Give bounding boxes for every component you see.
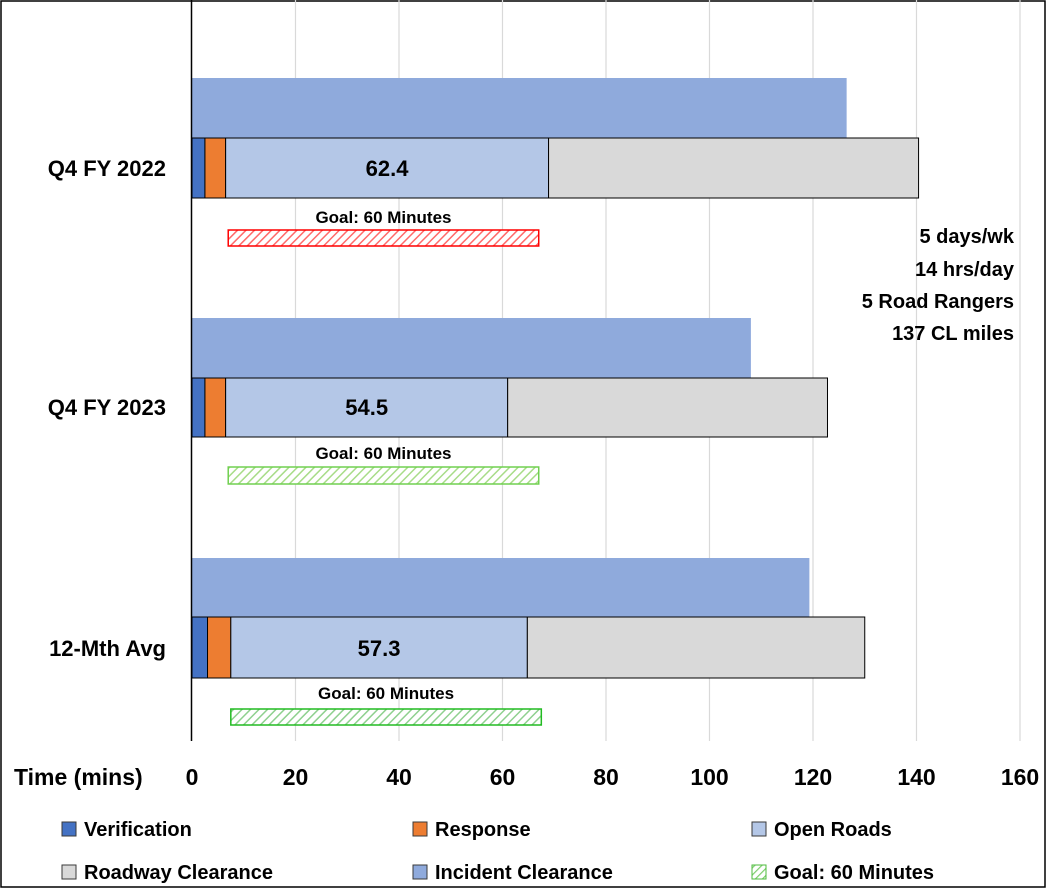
legend-item-response: Response (412, 819, 531, 841)
data-label-open-roads: 57.3 (358, 636, 401, 661)
legend-item-verification: Verification (61, 819, 192, 841)
category-label: Q4 FY 2022 (48, 156, 166, 181)
legend-label-incident-clearance: Incident Clearance (435, 862, 613, 884)
bar-segment-open-roads (225, 137, 550, 199)
labels: 62.4 Goal: 60 Minutes Q4 FY 2022 54.5 Goal: … (48, 156, 454, 703)
x-axis-ticks: 0 20 40 60 80 100 120 140 160 (186, 764, 1040, 790)
bar-segment-response (207, 616, 232, 679)
legend-label-response: Response (435, 819, 531, 841)
category-label: Q4 FY 2023 (48, 395, 166, 420)
goal-label: Goal: 60 Minutes (318, 684, 454, 703)
goal-label: Goal: 60 Minutes (315, 208, 451, 227)
annotation-line-2: 14 hrs/day (915, 259, 1015, 281)
bar-segment-verification (191, 377, 206, 438)
bar-segment-roadway-clearance (548, 137, 920, 199)
legend-swatch-open-roads (751, 821, 767, 837)
legend-item-open-roads: Open Roads (751, 819, 892, 841)
bar-segment-response (204, 137, 227, 199)
annotation-line-3: 5 Road Rangers (862, 291, 1014, 313)
x-tick-label: 100 (690, 764, 728, 790)
bar-incident-clearance (192, 318, 751, 378)
category-label: 12-Mth Avg (49, 636, 166, 661)
bar-segment-roadway-clearance (526, 616, 866, 679)
legend-swatch-roadway-clearance (61, 864, 77, 880)
data-label-open-roads: 62.4 (366, 156, 410, 181)
legend-item-roadway-clearance: Roadway Clearance (61, 862, 273, 884)
goal-bar (227, 229, 540, 247)
x-tick-label: 140 (897, 764, 935, 790)
legend-label-goal: Goal: 60 Minutes (774, 862, 934, 884)
legend-item-incident-clearance: Incident Clearance (412, 862, 613, 884)
legend-item-goal: Goal: 60 Minutes (751, 862, 934, 884)
bars (191, 78, 920, 726)
legend-swatch-incident-clearance (412, 864, 428, 880)
annotation: 5 days/wk 14 hrs/day 5 Road Rangers 137 … (862, 226, 1015, 345)
x-axis-title: Time (mins) (14, 764, 143, 790)
legend-label-verification: Verification (84, 819, 192, 841)
x-tick-label: 80 (593, 764, 619, 790)
goal-label: Goal: 60 Minutes (315, 444, 451, 463)
bar-segment-response (204, 377, 227, 438)
bar-incident-clearance (192, 558, 810, 617)
data-label-open-roads: 54.5 (345, 395, 388, 420)
bar-segment-open-roads (225, 377, 509, 438)
x-tick-label: 40 (386, 764, 412, 790)
x-tick-label: 160 (1001, 764, 1039, 790)
bar-incident-clearance (192, 78, 847, 138)
annotation-line-4: 137 CL miles (892, 323, 1014, 345)
x-tick-label: 120 (794, 764, 832, 790)
x-tick-label: 60 (490, 764, 516, 790)
goal-bar (230, 708, 543, 726)
legend-label-open-roads: Open Roads (774, 819, 892, 841)
bar-segment-roadway-clearance (507, 377, 828, 438)
legend-swatch-response (412, 821, 428, 837)
bar-segment-verification (191, 137, 206, 199)
legend-label-roadway-clearance: Roadway Clearance (84, 862, 273, 884)
bar-segment-verification (191, 616, 209, 679)
legend-swatch-verification (61, 821, 77, 837)
annotation-line-1: 5 days/wk (919, 226, 1014, 248)
x-tick-label: 0 (186, 764, 199, 790)
goal-bar (227, 466, 540, 485)
x-tick-label: 20 (283, 764, 309, 790)
legend: Verification Response Open Roads Roadway… (61, 819, 934, 884)
legend-swatch-goal (751, 864, 767, 880)
